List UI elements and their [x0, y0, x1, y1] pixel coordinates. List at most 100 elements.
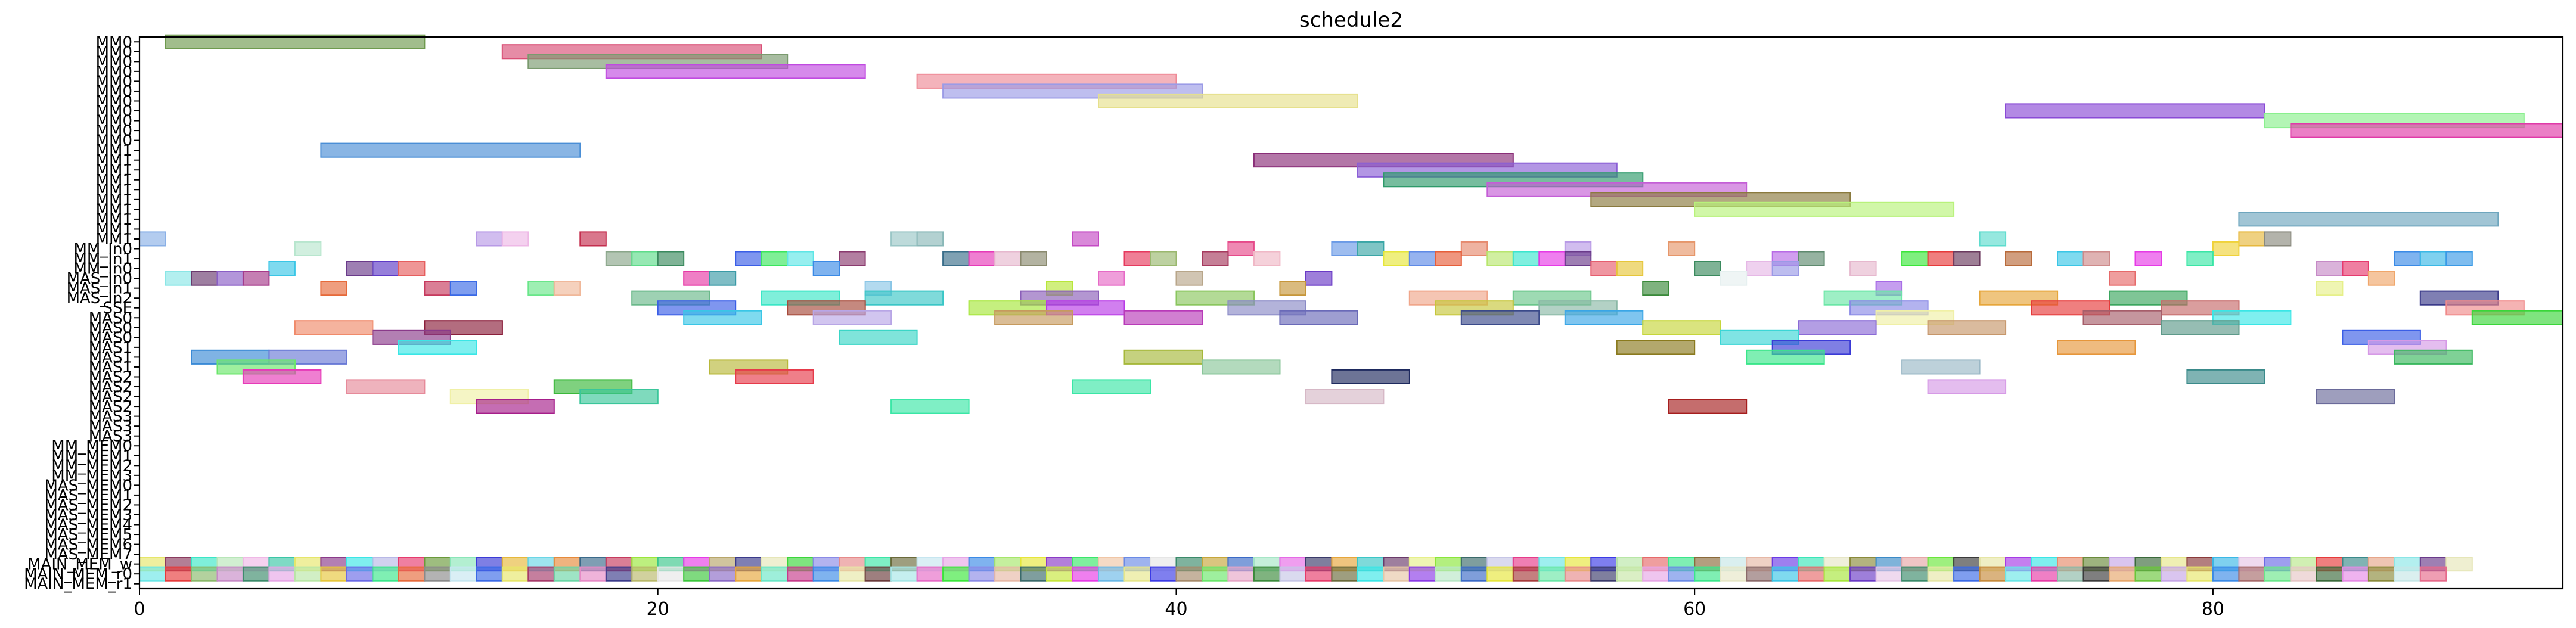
task-bar — [657, 566, 685, 582]
task-bar — [2471, 310, 2563, 325]
task-bar — [605, 251, 633, 266]
task-bar — [2264, 566, 2292, 582]
task-bar — [890, 399, 970, 414]
task-bar — [553, 281, 581, 296]
task-bar — [1668, 241, 1696, 256]
task-bar — [2082, 251, 2110, 266]
task-bar — [346, 261, 374, 276]
y-tick-label: MAIN_MEM_r0 — [24, 565, 132, 583]
task-bar — [1460, 566, 1488, 582]
task-bar — [2445, 557, 2473, 572]
task-bar — [2186, 251, 2214, 266]
y-tick-label: MM_In0 — [73, 260, 132, 278]
y-tick-label: MAS1 — [89, 349, 132, 366]
task-bar — [916, 566, 944, 582]
task-bar — [1331, 566, 1358, 582]
y-tick-label: MAS_MEM2 — [44, 496, 132, 514]
task-bar — [579, 231, 607, 247]
task-bar — [2134, 566, 2162, 582]
task-bar — [864, 290, 944, 306]
chart-title: schedule2 — [1299, 8, 1403, 32]
task-bar — [579, 566, 607, 582]
y-tick-label: MAS_MEM3 — [44, 506, 132, 524]
task-bar — [527, 566, 555, 582]
task-bar — [1227, 566, 1255, 582]
y-tick-label: MM0 — [96, 63, 132, 81]
task-bar — [398, 566, 426, 582]
task-bar — [1746, 349, 1825, 365]
task-bar — [2316, 389, 2395, 405]
task-bar — [320, 566, 347, 582]
task-bar — [1590, 566, 1618, 582]
task-bar — [890, 231, 918, 247]
y-tick-label: MAS3 — [89, 428, 132, 446]
task-bar — [735, 251, 762, 266]
task-bar — [2005, 566, 2032, 582]
task-bar — [1435, 251, 1462, 266]
y-tick-label: MM_In0 — [73, 241, 132, 259]
axes-frame — [138, 36, 2564, 590]
task-bar — [2212, 566, 2240, 582]
task-bar — [1357, 241, 1385, 256]
task-bar — [1823, 566, 1851, 582]
task-bar — [812, 310, 892, 325]
task-bar — [942, 251, 970, 266]
task-bar — [165, 566, 192, 582]
task-bar — [942, 566, 970, 582]
task-bar — [994, 251, 1022, 266]
y-tick-label: MAS0 — [89, 309, 132, 327]
task-bar — [1642, 281, 1669, 296]
task-bar — [2342, 566, 2369, 582]
task-bar — [2082, 310, 2162, 325]
task-bar — [2186, 566, 2214, 582]
task-bar — [709, 271, 737, 286]
task-bar — [527, 281, 555, 296]
task-bar — [1564, 566, 1592, 582]
y-tick-label: MAS_MEM7 — [44, 546, 132, 564]
task-bar — [553, 566, 581, 582]
task-bar — [294, 566, 322, 582]
task-bar — [476, 566, 503, 582]
y-tick-label: MM1 — [96, 201, 132, 219]
task-bar — [476, 231, 503, 247]
task-bar — [1098, 271, 1125, 286]
y-axis-ticks: MM0MM0MM0MM0MM0MM0MM0MM0MM0MM0MM0MM1MM1M… — [24, 33, 139, 593]
y-tick-label: MAS2 — [89, 378, 132, 396]
task-bar — [1875, 566, 1903, 582]
task-bar — [1020, 566, 1047, 582]
y-tick-label: MAIN_MEM_r1 — [24, 576, 132, 593]
task-bar — [1901, 359, 1981, 375]
task-bar — [191, 566, 218, 582]
task-bar — [1953, 566, 1981, 582]
task-bar — [268, 261, 296, 276]
task-bar — [1746, 566, 1773, 582]
y-tick-label: MM0 — [96, 102, 132, 120]
task-bar — [2238, 231, 2265, 247]
y-tick-label: MAS_MEM0 — [44, 477, 132, 495]
y-tick-label: MM0 — [96, 132, 132, 150]
task-bar — [1668, 566, 1696, 582]
task-bar — [449, 281, 477, 296]
y-tick-label: MAS3 — [89, 418, 132, 436]
task-bar — [1927, 379, 2007, 394]
y-tick-label: MAS_In1 — [67, 280, 132, 298]
task-bar — [812, 261, 840, 276]
task-bar — [761, 566, 789, 582]
x-tick-label: 0 — [134, 599, 145, 620]
y-tick-label: MM0 — [96, 53, 132, 71]
task-bar — [1408, 566, 1436, 582]
task-bar — [1460, 310, 1540, 325]
task-bar — [2161, 566, 2188, 582]
y-tick-label: MM1 — [96, 191, 132, 209]
task-bar — [2161, 320, 2240, 335]
task-bar — [839, 566, 866, 582]
task-bar — [1798, 320, 1877, 335]
task-bar — [346, 566, 374, 582]
task-bar — [1953, 251, 1981, 266]
task-bar — [1357, 566, 1385, 582]
task-bar — [2031, 566, 2058, 582]
task-bar — [2290, 566, 2317, 582]
task-bar — [2367, 566, 2395, 582]
task-bar — [1123, 566, 1151, 582]
